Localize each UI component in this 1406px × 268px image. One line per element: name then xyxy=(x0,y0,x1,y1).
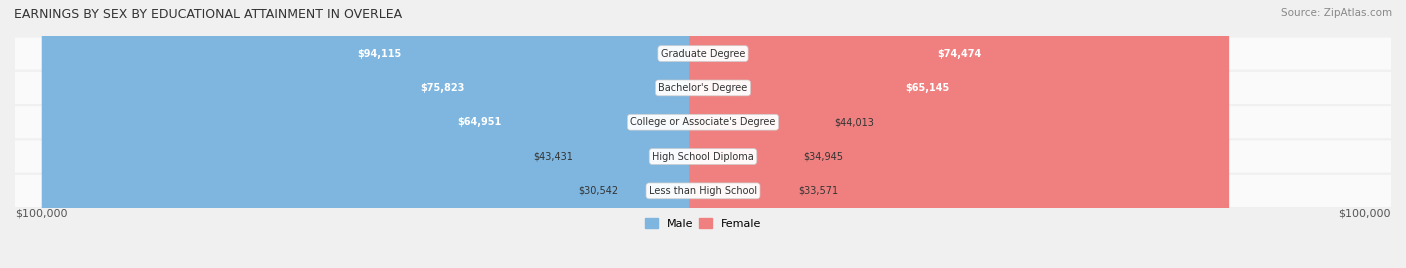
Text: $94,115: $94,115 xyxy=(357,49,401,59)
Text: $100,000: $100,000 xyxy=(1339,208,1391,218)
Text: $33,571: $33,571 xyxy=(799,186,838,196)
Text: Source: ZipAtlas.com: Source: ZipAtlas.com xyxy=(1281,8,1392,18)
FancyBboxPatch shape xyxy=(15,140,1391,173)
Text: College or Associate's Degree: College or Associate's Degree xyxy=(630,117,776,127)
FancyBboxPatch shape xyxy=(391,0,717,268)
FancyBboxPatch shape xyxy=(689,0,948,268)
Text: $65,145: $65,145 xyxy=(905,83,949,93)
FancyBboxPatch shape xyxy=(242,0,717,268)
FancyBboxPatch shape xyxy=(689,0,1166,268)
Text: $44,013: $44,013 xyxy=(835,117,875,127)
Text: Less than High School: Less than High School xyxy=(650,186,756,196)
FancyBboxPatch shape xyxy=(689,0,1019,268)
FancyBboxPatch shape xyxy=(15,175,1391,207)
Text: EARNINGS BY SEX BY EDUCATIONAL ATTAINMENT IN OVERLEA: EARNINGS BY SEX BY EDUCATIONAL ATTAINMEN… xyxy=(14,8,402,21)
Text: $100,000: $100,000 xyxy=(15,208,67,218)
Text: Graduate Degree: Graduate Degree xyxy=(661,49,745,59)
Text: $34,945: $34,945 xyxy=(803,151,844,162)
FancyBboxPatch shape xyxy=(15,72,1391,104)
Text: Bachelor's Degree: Bachelor's Degree xyxy=(658,83,748,93)
FancyBboxPatch shape xyxy=(689,0,1229,268)
FancyBboxPatch shape xyxy=(15,38,1391,70)
Legend: Male, Female: Male, Female xyxy=(640,214,766,233)
Text: $75,823: $75,823 xyxy=(420,83,464,93)
Text: $74,474: $74,474 xyxy=(936,49,981,59)
Text: $64,951: $64,951 xyxy=(457,117,502,127)
FancyBboxPatch shape xyxy=(15,106,1391,138)
Text: $43,431: $43,431 xyxy=(534,151,574,162)
FancyBboxPatch shape xyxy=(167,0,717,268)
FancyBboxPatch shape xyxy=(479,0,717,268)
Text: $30,542: $30,542 xyxy=(578,186,619,196)
Text: High School Diploma: High School Diploma xyxy=(652,151,754,162)
FancyBboxPatch shape xyxy=(689,0,957,268)
FancyBboxPatch shape xyxy=(42,0,717,268)
